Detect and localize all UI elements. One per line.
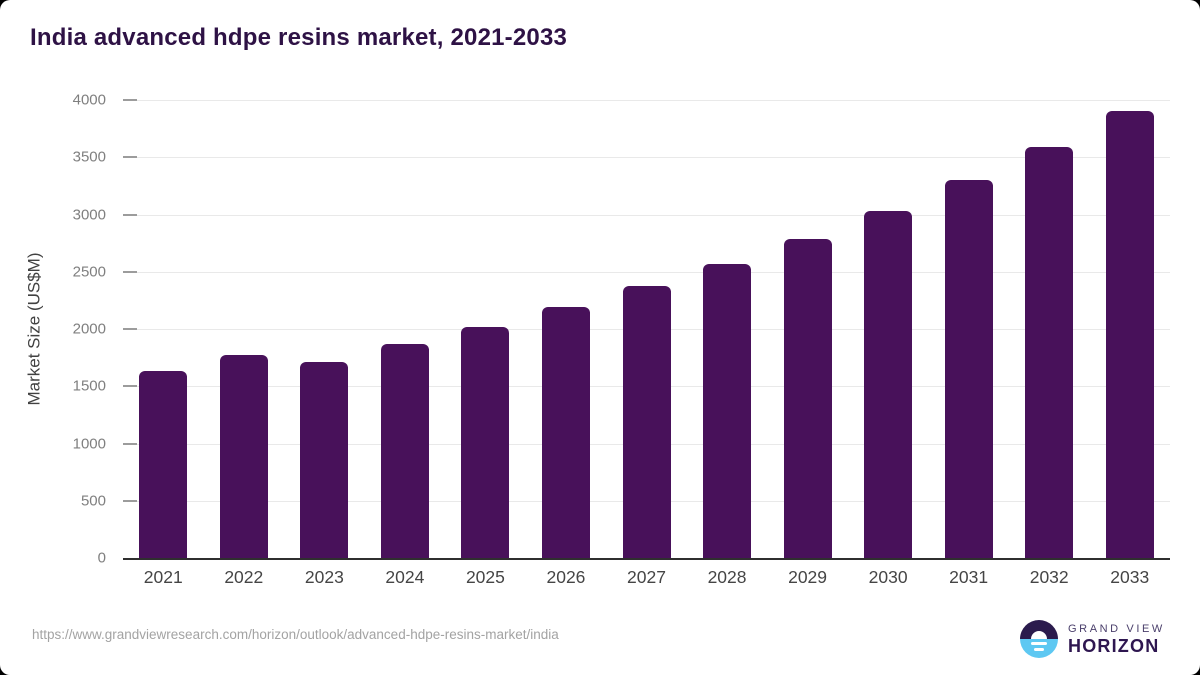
y-tick-mark-2500 — [123, 270, 137, 273]
y-tick-label-4000: 4000 — [72, 91, 106, 109]
x-tick-label-2030: 2030 — [868, 567, 908, 587]
grand-view-horizon-logo: GRAND VIEW HORIZON — [1020, 620, 1165, 658]
bar-2026 — [541, 307, 590, 558]
y-tick-label-3500: 3500 — [72, 148, 106, 166]
x-tick-label-2033: 2033 — [1110, 567, 1150, 587]
x-tick-label-2023: 2023 — [304, 567, 344, 587]
y-tick-label-1000: 1000 — [72, 435, 106, 452]
y-tick-mark-3000 — [123, 213, 137, 216]
x-axis-tick-labels: 2021 2022 2023 2024 2025 2026 2027 2028 2029 2030… — [123, 567, 1170, 591]
bar-2027 — [622, 286, 671, 558]
y-axis-tick-labels: 0 500 1000 1500 2000 2500 3000 3500 4000 — [0, 92, 106, 567]
bar-2024 — [380, 344, 429, 558]
x-tick-label-2022: 2022 — [224, 567, 264, 587]
gridline-3500 — [123, 157, 1170, 159]
y-tick-mark-500 — [123, 499, 137, 502]
y-tick-mark-1000 — [123, 442, 137, 445]
x-tick-label-2025: 2025 — [465, 567, 505, 587]
logo-icon-sun — [1031, 631, 1047, 639]
y-tick-mark-4000 — [123, 99, 137, 101]
x-tick-label-2026: 2026 — [546, 567, 586, 587]
bar-2033 — [1105, 110, 1154, 558]
bar-2032 — [1025, 146, 1074, 558]
y-tick-mark-1500 — [123, 385, 137, 388]
y-tick-label-2500: 2500 — [72, 263, 106, 281]
y-tick-label-2000: 2000 — [72, 320, 106, 338]
bar-2028 — [703, 263, 752, 558]
x-tick-label-2027: 2027 — [627, 567, 666, 587]
logo-text: GRAND VIEW HORIZON — [1068, 622, 1165, 656]
y-tick-mark-2000 — [123, 328, 137, 330]
gridline-3000 — [123, 214, 1170, 216]
gridline-4000 — [123, 100, 1170, 101]
bar-2031 — [944, 179, 993, 558]
x-tick-label-2028: 2028 — [707, 567, 747, 587]
bar-2029 — [783, 239, 832, 558]
y-tick-mark-3500 — [123, 156, 137, 159]
x-tick-label-2032: 2032 — [1029, 567, 1069, 587]
logo-brand-name: GRAND VIEW — [1068, 622, 1165, 635]
logo-icon-reflection-1 — [1031, 642, 1047, 645]
bar-2023 — [300, 362, 349, 558]
gridline-2500 — [123, 271, 1170, 273]
x-tick-label-2029: 2029 — [788, 567, 828, 587]
x-tick-label-2021: 2021 — [143, 567, 183, 587]
source-url: https://www.grandviewresearch.com/horizo… — [32, 627, 559, 642]
y-tick-label-0: 0 — [97, 549, 106, 567]
bar-2030 — [864, 210, 913, 558]
y-tick-label-500: 500 — [80, 492, 106, 510]
x-tick-label-2031: 2031 — [949, 567, 989, 587]
bar-2025 — [461, 327, 510, 558]
bar-2021 — [139, 371, 188, 558]
logo-icon-sky — [1020, 620, 1058, 639]
logo-product-name: HORIZON — [1068, 635, 1160, 656]
sunrise-horizon-icon — [1020, 620, 1058, 658]
plot-area — [123, 99, 1170, 560]
y-tick-label-3000: 3000 — [72, 206, 106, 223]
chart-title: India advanced hdpe resins market, 2021-… — [30, 24, 568, 51]
x-tick-label-2024: 2024 — [385, 567, 425, 587]
y-tick-label-1500: 1500 — [72, 377, 106, 395]
logo-icon-reflection-2 — [1034, 648, 1044, 651]
bar-2022 — [219, 355, 268, 558]
